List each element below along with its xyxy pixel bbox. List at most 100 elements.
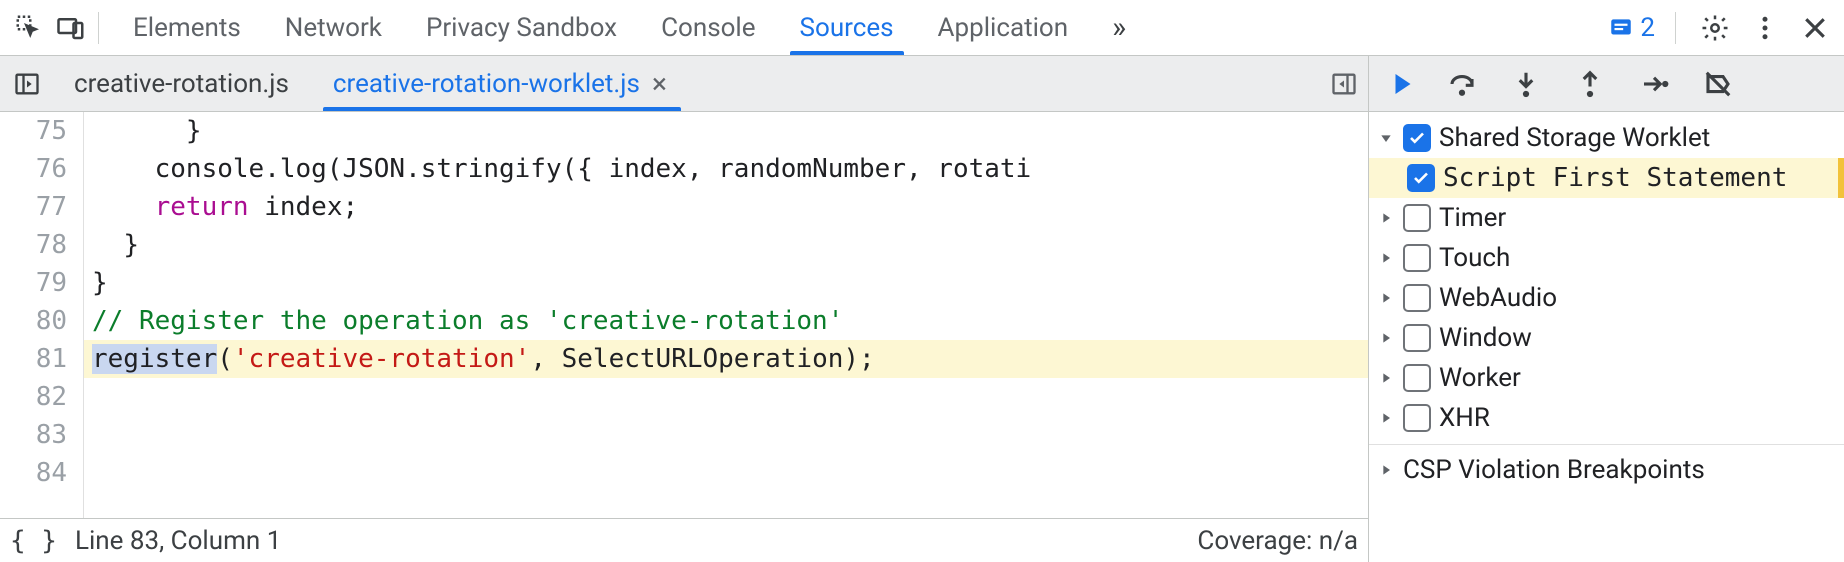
token: (: [217, 344, 233, 374]
token: , SelectURLOperation);: [530, 344, 874, 374]
category-label: Worker: [1439, 363, 1521, 393]
category-checkbox[interactable]: [1403, 204, 1431, 232]
token: }: [186, 116, 202, 146]
step-into-button[interactable]: [1507, 65, 1545, 103]
category-label: WebAudio: [1439, 283, 1557, 313]
expand-arrow-icon[interactable]: [1377, 130, 1395, 146]
devtools-topbar: Elements Network Privacy Sandbox Console Sou…: [0, 0, 1844, 56]
editor-status-line: { } Line 83, Column 1 Coverage: n/a: [0, 518, 1368, 562]
line-number[interactable]: 78: [10, 226, 67, 264]
token: }: [92, 268, 108, 298]
topbar-right-group: 2: [1602, 7, 1836, 49]
line-number[interactable]: 76: [10, 150, 67, 188]
line-number[interactable]: 82: [10, 378, 67, 416]
panel-tab-privacy-sandbox[interactable]: Privacy Sandbox: [424, 0, 619, 55]
expand-arrow-icon[interactable]: [1377, 330, 1395, 346]
step-over-button[interactable]: [1443, 65, 1481, 103]
cursor-position: Line 83, Column 1: [75, 526, 281, 556]
line-number[interactable]: 84: [10, 454, 67, 492]
main-area: 75767778798081828384 } console.log(JSON.…: [0, 112, 1844, 562]
toggle-navigator-right-icon[interactable]: [1330, 70, 1358, 98]
topbar-divider: [98, 12, 99, 44]
more-tabs-glyph: »: [1112, 10, 1126, 45]
show-navigator-icon[interactable]: [6, 63, 48, 105]
file-tab-label: creative-rotation.js: [74, 69, 289, 99]
line-gutter: 75767778798081828384: [0, 112, 84, 518]
file-tab-creative-rotation-worklet-js[interactable]: creative-rotation-worklet.js×: [331, 56, 673, 111]
code-line: return index;: [84, 188, 1368, 226]
settings-icon[interactable]: [1694, 7, 1736, 49]
deactivate-breakpoints-button[interactable]: [1699, 65, 1737, 103]
category-label: Touch: [1439, 243, 1510, 273]
token: return: [155, 192, 249, 222]
category-checkbox[interactable]: [1403, 124, 1431, 152]
breakpoint-category-xhr[interactable]: XHR: [1369, 398, 1844, 438]
sources-subbar: creative-rotation.js creative-rotation-wo…: [0, 56, 1844, 112]
debugger-sidebar: Shared Storage Worklet Script First State…: [1368, 112, 1844, 562]
expand-arrow-icon[interactable]: [1377, 210, 1395, 226]
category-label: XHR: [1439, 403, 1490, 433]
breakpoint-category-worker[interactable]: Worker: [1369, 358, 1844, 398]
category-checkbox[interactable]: [1403, 244, 1431, 272]
debugger-toolbar: [1368, 56, 1844, 111]
pretty-print-icon[interactable]: { }: [10, 526, 57, 556]
issues-icon: [1608, 15, 1634, 41]
close-tab-icon[interactable]: ×: [648, 70, 671, 98]
kebab-menu-icon[interactable]: [1744, 7, 1786, 49]
item-label: Script First Statement: [1443, 163, 1787, 193]
csp-violation-breakpoints[interactable]: CSP Violation Breakpoints: [1369, 444, 1844, 490]
breakpoint-category-shared-storage-worklet[interactable]: Shared Storage Worklet: [1369, 118, 1844, 158]
subbar-left: creative-rotation.js creative-rotation-wo…: [0, 56, 1368, 111]
breakpoint-category-touch[interactable]: Touch: [1369, 238, 1844, 278]
panel-tab-console[interactable]: Console: [659, 0, 757, 55]
file-tabs: creative-rotation.js creative-rotation-wo…: [72, 56, 673, 111]
item-checkbox[interactable]: [1407, 164, 1435, 192]
code-editor[interactable]: 75767778798081828384 } console.log(JSON.…: [0, 112, 1368, 518]
more-tabs-icon[interactable]: »: [1098, 7, 1140, 49]
line-number[interactable]: 83: [10, 416, 67, 454]
expand-arrow-icon[interactable]: [1377, 462, 1395, 478]
expand-arrow-icon[interactable]: [1377, 410, 1395, 426]
token: }: [123, 230, 139, 260]
category-label: Window: [1439, 323, 1532, 353]
code-lines: } console.log(JSON.stringify({ index, ra…: [84, 112, 1368, 518]
token: index;: [249, 192, 359, 222]
token: 'creative-rotation': [233, 344, 530, 374]
breakpoint-category-timer[interactable]: Timer: [1369, 198, 1844, 238]
csp-label: CSP Violation Breakpoints: [1403, 455, 1705, 485]
expand-arrow-icon[interactable]: [1377, 290, 1395, 306]
step-out-button[interactable]: [1571, 65, 1609, 103]
device-toggle-icon[interactable]: [50, 7, 92, 49]
expand-arrow-icon[interactable]: [1377, 370, 1395, 386]
category-checkbox[interactable]: [1403, 324, 1431, 352]
inspect-element-icon[interactable]: [8, 7, 50, 49]
panel-tab-elements[interactable]: Elements: [131, 0, 243, 55]
breakpoint-category-window[interactable]: Window: [1369, 318, 1844, 358]
line-number[interactable]: 75: [10, 112, 67, 150]
panel-tab-sources[interactable]: Sources: [798, 0, 896, 55]
token: register: [92, 344, 217, 374]
line-number[interactable]: 81: [10, 340, 67, 378]
panel-tabs: Elements Network Privacy Sandbox Console Sou…: [131, 0, 1070, 55]
category-checkbox[interactable]: [1403, 364, 1431, 392]
step-button[interactable]: [1635, 65, 1673, 103]
breakpoint-category-webaudio[interactable]: WebAudio: [1369, 278, 1844, 318]
line-number[interactable]: 80: [10, 302, 67, 340]
code-line: console.log(JSON.stringify({ index, rand…: [84, 150, 1368, 188]
issues-chip[interactable]: 2: [1602, 9, 1661, 47]
breakpoint-item-script-first-statement[interactable]: Script First Statement: [1369, 158, 1844, 198]
category-checkbox[interactable]: [1403, 284, 1431, 312]
code-line: }: [84, 264, 1368, 302]
category-checkbox[interactable]: [1403, 404, 1431, 432]
close-devtools-icon[interactable]: [1794, 7, 1836, 49]
line-number[interactable]: 79: [10, 264, 67, 302]
code-line: register('creative-rotation', SelectURLO…: [84, 340, 1368, 378]
panel-tab-network[interactable]: Network: [283, 0, 384, 55]
code-line: // Register the operation as 'creative-r…: [84, 302, 1368, 340]
resume-button[interactable]: [1379, 65, 1417, 103]
line-number[interactable]: 77: [10, 188, 67, 226]
panel-tab-application[interactable]: Application: [936, 0, 1071, 55]
issues-count: 2: [1640, 13, 1655, 43]
file-tab-creative-rotation-js[interactable]: creative-rotation.js: [72, 56, 291, 111]
expand-arrow-icon[interactable]: [1377, 250, 1395, 266]
